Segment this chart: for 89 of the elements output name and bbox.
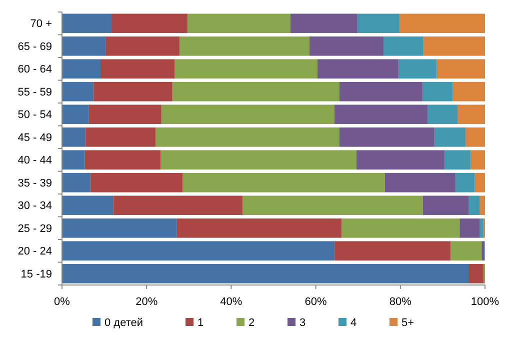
y-tick-label: 25 - 29	[18, 222, 52, 235]
bar	[460, 218, 480, 238]
legend-label: 4	[350, 317, 357, 329]
bar	[342, 218, 460, 238]
x-tick-label: 0%	[54, 296, 70, 308]
bar	[427, 104, 458, 124]
bar	[242, 196, 423, 216]
x-tick-label: 40%	[220, 296, 242, 308]
bar	[182, 172, 385, 192]
bar	[62, 218, 177, 238]
x-tick-label: 100%	[470, 296, 500, 308]
bar	[358, 14, 400, 34]
y-tick-label: 45 - 49	[18, 132, 52, 144]
y-tick-label: 65 - 69	[18, 40, 52, 53]
legend-label: 0 детей	[104, 317, 144, 329]
bar	[113, 196, 243, 216]
bar	[398, 59, 437, 79]
bar	[62, 264, 469, 284]
bar	[356, 150, 445, 170]
bar	[458, 104, 485, 124]
y-tick-label: 70 +	[30, 18, 52, 30]
bar	[450, 241, 482, 261]
legend-label: 5+	[402, 317, 414, 329]
bar	[155, 127, 340, 147]
y-tick-label: 60 - 64	[18, 64, 52, 76]
bar	[334, 241, 451, 261]
bar	[62, 172, 90, 192]
bar	[474, 172, 485, 192]
bar	[452, 82, 485, 102]
y-tick-label: 15 -19	[20, 268, 52, 280]
bar	[160, 150, 356, 170]
bar	[93, 82, 172, 102]
bar	[468, 196, 480, 216]
bar	[188, 14, 290, 34]
bar	[444, 150, 471, 170]
bar	[88, 104, 162, 124]
y-tick-label: 55 - 59	[18, 86, 52, 98]
x-tick-label: 20%	[136, 296, 158, 308]
bar	[309, 36, 384, 56]
bar	[62, 150, 85, 170]
bar	[339, 82, 423, 102]
bar	[480, 196, 485, 216]
bar	[176, 218, 342, 238]
legend-label: 3	[300, 317, 306, 329]
bar	[62, 241, 334, 261]
bar	[470, 150, 485, 170]
x-tick-label: 60%	[304, 296, 328, 308]
bar	[334, 104, 428, 124]
bar	[384, 172, 456, 192]
y-tick-label: 40 - 44	[18, 154, 52, 167]
bar	[422, 196, 469, 216]
bar	[480, 218, 484, 238]
y-tick-label: 20 - 24	[18, 246, 52, 258]
bar	[339, 127, 435, 147]
legend-label: 1	[198, 317, 204, 329]
bar	[400, 14, 485, 34]
bar	[62, 196, 114, 216]
bar	[482, 241, 484, 261]
bar	[85, 127, 156, 147]
bar	[424, 36, 485, 56]
bar	[62, 127, 86, 147]
bar	[436, 59, 485, 79]
bar	[383, 36, 424, 56]
bar	[62, 36, 106, 56]
legend-label: 2	[248, 317, 255, 329]
y-tick-label: 35 - 39	[18, 177, 52, 190]
bar	[62, 82, 94, 102]
bar	[466, 127, 485, 147]
bar	[290, 14, 358, 34]
x-tick-label: 80%	[389, 296, 412, 308]
bar	[111, 14, 188, 34]
bar	[62, 14, 112, 34]
bar	[468, 264, 484, 284]
bar	[62, 59, 100, 79]
bar	[317, 59, 399, 79]
bar	[100, 59, 175, 79]
bar	[180, 36, 310, 56]
y-tick-label: 50 - 54	[18, 109, 52, 122]
bar	[456, 172, 475, 192]
bar	[161, 104, 334, 124]
bar	[106, 36, 180, 56]
y-tick-label: 30 - 34	[18, 200, 52, 212]
bar	[174, 59, 318, 79]
bar	[84, 150, 161, 170]
bar	[90, 172, 183, 192]
bar	[434, 127, 466, 147]
bar	[172, 82, 340, 102]
bar	[62, 104, 89, 124]
bar	[422, 82, 453, 102]
